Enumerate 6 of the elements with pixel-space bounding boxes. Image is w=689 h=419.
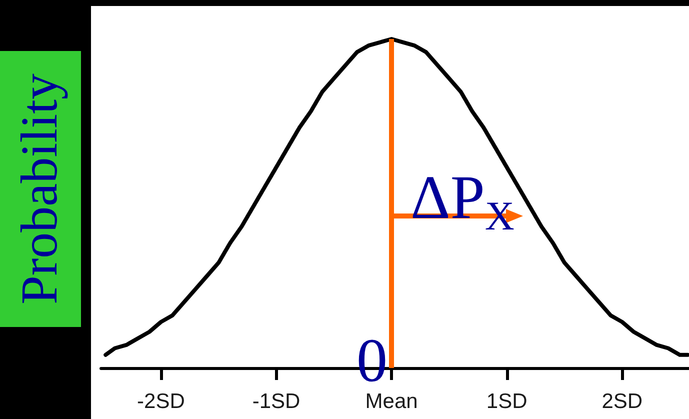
y-axis-title: Probability	[12, 73, 69, 305]
x-tick-label: 1SD	[486, 390, 528, 413]
x-tick-label: 2SD	[602, 390, 643, 413]
x-tick-label: Mean	[365, 390, 418, 413]
x-tick-label: -1SD	[252, 390, 300, 413]
x-tick-label: -2SD	[137, 390, 185, 413]
